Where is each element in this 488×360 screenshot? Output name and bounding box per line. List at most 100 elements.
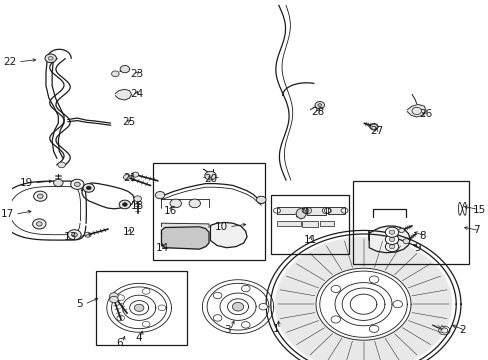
Circle shape	[241, 321, 249, 328]
Circle shape	[45, 54, 56, 63]
Circle shape	[71, 179, 84, 189]
Circle shape	[204, 171, 216, 180]
Text: 21: 21	[122, 173, 136, 183]
Text: 1: 1	[273, 324, 279, 334]
Bar	[276, 207, 305, 214]
Text: 12: 12	[122, 227, 136, 237]
Text: 7: 7	[472, 225, 479, 235]
Text: 17: 17	[0, 209, 14, 219]
Text: 6: 6	[116, 338, 122, 348]
Circle shape	[189, 199, 200, 208]
Circle shape	[71, 233, 77, 237]
Circle shape	[385, 242, 398, 252]
Polygon shape	[210, 222, 246, 248]
Circle shape	[259, 303, 267, 310]
Bar	[153, 163, 264, 260]
Polygon shape	[161, 227, 208, 249]
Circle shape	[155, 192, 164, 199]
Circle shape	[37, 194, 43, 198]
Circle shape	[388, 230, 394, 234]
Circle shape	[369, 123, 378, 130]
Text: 8: 8	[418, 231, 425, 241]
Bar	[96, 271, 186, 345]
Circle shape	[330, 316, 340, 323]
Circle shape	[232, 302, 243, 311]
Circle shape	[74, 182, 80, 186]
Text: 19: 19	[20, 178, 33, 188]
Circle shape	[142, 288, 150, 294]
Text: 28: 28	[310, 107, 324, 117]
Polygon shape	[295, 208, 306, 219]
Circle shape	[134, 304, 143, 311]
Circle shape	[134, 196, 141, 202]
Circle shape	[392, 301, 402, 308]
Text: 20: 20	[203, 174, 217, 184]
Text: 3: 3	[224, 325, 230, 336]
Text: 27: 27	[369, 126, 383, 136]
Circle shape	[330, 285, 340, 293]
Circle shape	[109, 296, 118, 303]
Circle shape	[385, 227, 398, 237]
Bar	[352, 181, 468, 264]
Circle shape	[402, 239, 409, 244]
Circle shape	[48, 57, 53, 60]
Circle shape	[58, 162, 65, 168]
Circle shape	[385, 234, 398, 244]
Text: 16: 16	[163, 206, 177, 216]
Circle shape	[158, 305, 165, 311]
Text: 18: 18	[130, 201, 143, 211]
Circle shape	[68, 230, 81, 240]
Circle shape	[117, 295, 124, 301]
Text: 11: 11	[303, 235, 316, 246]
Circle shape	[368, 325, 378, 332]
Polygon shape	[115, 89, 131, 100]
Bar	[301, 221, 318, 227]
Circle shape	[170, 199, 181, 208]
Text: 14: 14	[156, 243, 169, 253]
Circle shape	[388, 237, 394, 242]
Text: 24: 24	[130, 89, 143, 99]
Circle shape	[317, 104, 321, 107]
Polygon shape	[161, 223, 208, 228]
Text: 5: 5	[76, 299, 83, 309]
Circle shape	[111, 71, 119, 77]
Text: 9: 9	[413, 243, 420, 253]
Bar	[270, 195, 348, 254]
Circle shape	[122, 203, 127, 206]
Text: 22: 22	[3, 57, 17, 67]
Circle shape	[213, 315, 222, 321]
Text: 2: 2	[459, 325, 465, 336]
Circle shape	[256, 196, 265, 203]
Circle shape	[109, 293, 118, 299]
Bar	[307, 207, 326, 215]
Circle shape	[123, 175, 130, 180]
Circle shape	[368, 276, 378, 283]
Text: 4: 4	[135, 333, 142, 343]
Circle shape	[37, 222, 42, 226]
Circle shape	[132, 172, 139, 177]
Circle shape	[83, 184, 94, 192]
Circle shape	[84, 232, 91, 237]
Circle shape	[33, 219, 46, 229]
Circle shape	[34, 191, 47, 201]
Text: 13: 13	[63, 232, 77, 242]
Circle shape	[86, 186, 91, 190]
Bar	[276, 221, 300, 226]
Circle shape	[142, 321, 150, 327]
Circle shape	[398, 228, 404, 233]
Circle shape	[388, 244, 394, 249]
Polygon shape	[407, 104, 426, 117]
Circle shape	[117, 315, 124, 321]
Polygon shape	[368, 226, 409, 253]
Circle shape	[54, 179, 63, 186]
Bar	[319, 221, 333, 226]
Text: 26: 26	[418, 109, 431, 120]
Circle shape	[314, 102, 324, 109]
Circle shape	[213, 292, 222, 299]
Text: 23: 23	[130, 69, 143, 79]
Text: 15: 15	[472, 204, 485, 215]
Circle shape	[241, 285, 249, 292]
Text: 10: 10	[214, 222, 227, 232]
Text: 25: 25	[122, 117, 135, 127]
Bar	[327, 207, 344, 214]
